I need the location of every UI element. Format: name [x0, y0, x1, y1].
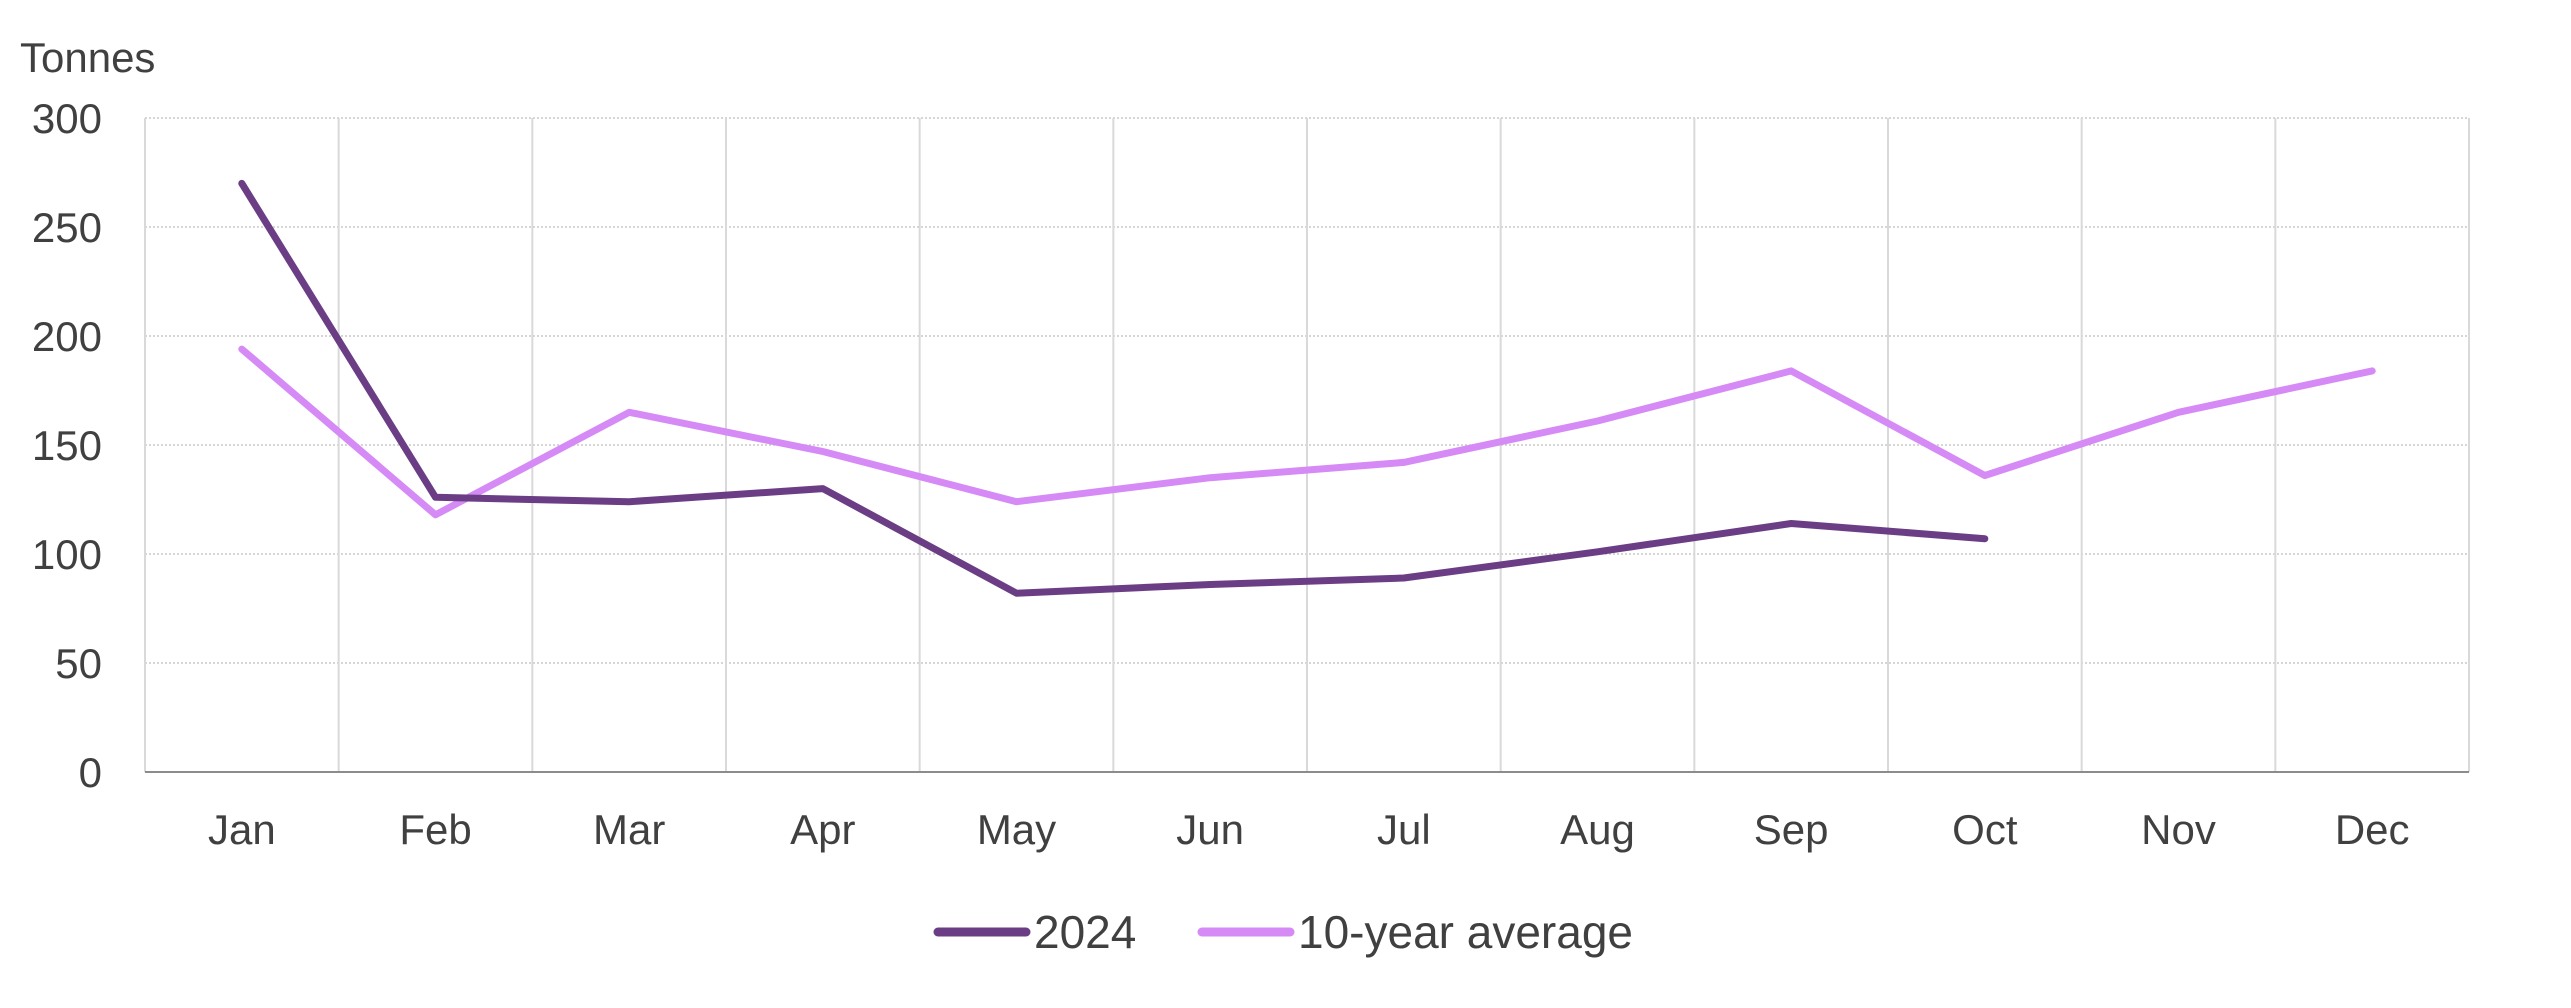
- y-tick-label: 100: [32, 531, 102, 578]
- x-tick-label: Aug: [1560, 806, 1635, 853]
- x-tick-label: Nov: [2141, 806, 2216, 853]
- legend-label: 2024: [1034, 906, 1136, 958]
- y-tick-label: 150: [32, 422, 102, 469]
- y-axis-ticks: 0 50 100 150 200 250 300: [32, 95, 102, 796]
- x-tick-label: Jun: [1176, 806, 1244, 853]
- series-lines: [238, 179, 2376, 597]
- series-line-1: [238, 345, 2376, 519]
- grid: [144, 117, 2470, 772]
- legend: 2024 10-year average: [933, 906, 1633, 958]
- x-tick-label: Mar: [593, 806, 665, 853]
- x-tick-label: May: [977, 806, 1056, 853]
- x-tick-label: Dec: [2335, 806, 2410, 853]
- x-tick-label: Jul: [1377, 806, 1431, 853]
- x-tick-label: Oct: [1952, 806, 2018, 853]
- y-tick-label: 200: [32, 313, 102, 360]
- y-tick-label: 50: [55, 640, 102, 687]
- legend-label: 10-year average: [1298, 906, 1633, 958]
- x-tick-label: Jan: [208, 806, 276, 853]
- series-line-0: [238, 179, 1989, 597]
- x-tick-label: Sep: [1754, 806, 1829, 853]
- x-axis-ticks: Jan Feb Mar Apr May Jun Jul Aug Sep Oct Nov Dec: [208, 806, 2410, 853]
- y-tick-label: 250: [32, 204, 102, 251]
- x-tick-label: Apr: [790, 806, 855, 853]
- x-tick-label: Feb: [399, 806, 471, 853]
- y-axis-label: Tonnes: [20, 34, 155, 81]
- y-tick-label: 300: [32, 95, 102, 142]
- y-tick-label: 0: [79, 749, 102, 796]
